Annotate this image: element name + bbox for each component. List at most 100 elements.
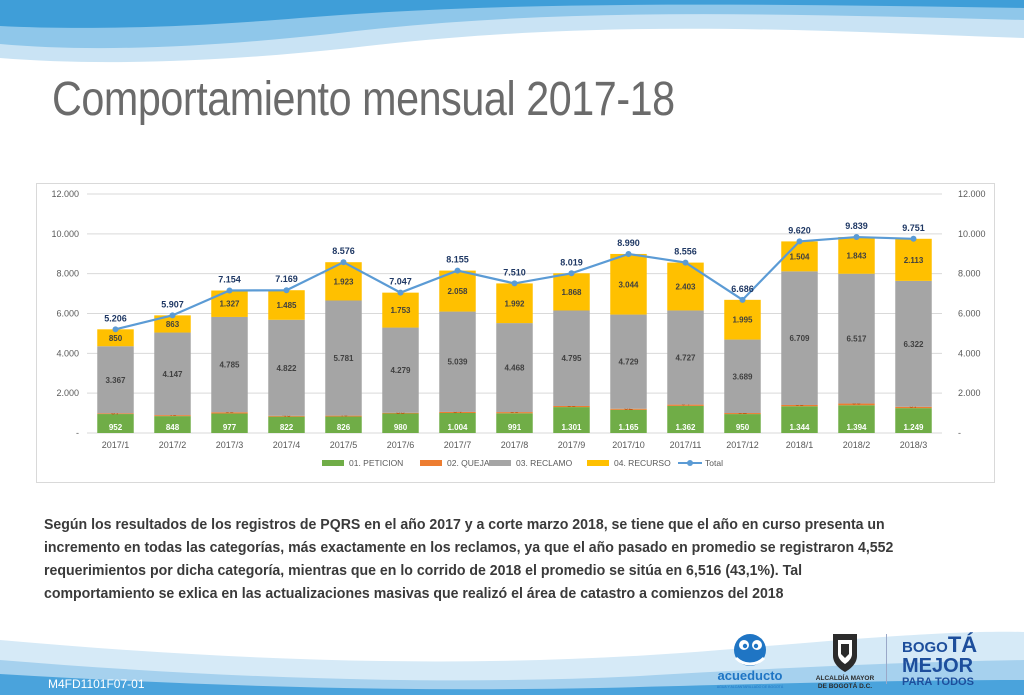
bar-segment-reclamo	[610, 314, 647, 409]
data-label-reclamo: 6.709	[789, 334, 810, 343]
data-label-recurso: 1.992	[504, 299, 525, 308]
bar-segment-recurso	[724, 299, 761, 340]
data-label-recurso: 1.485	[276, 301, 297, 310]
bar-segment-peticion	[724, 414, 761, 433]
bogota-wordmark: BOGO	[902, 639, 948, 656]
total-label: 8.155	[446, 255, 469, 265]
data-label-recurso: 1.995	[732, 316, 753, 325]
x-tick-label: 2017/5	[330, 440, 358, 450]
x-tick-label: 2017/4	[273, 440, 301, 450]
bar-segment-queja	[97, 413, 134, 415]
bar-segment-recurso	[439, 270, 476, 312]
total-label: 8.019	[560, 257, 583, 267]
data-label-reclamo: 4.795	[561, 354, 582, 363]
y-tick-label-right: 4.000	[958, 348, 981, 358]
total-point	[796, 238, 803, 245]
legend-swatch	[587, 460, 609, 466]
data-label-reclamo: 4.822	[276, 364, 297, 373]
total-point	[340, 259, 347, 266]
bogota-wordmark-accent: TÁ	[948, 632, 977, 657]
total-point	[454, 267, 461, 274]
total-label: 5.206	[104, 313, 127, 323]
data-label-recurso: 1.843	[846, 251, 867, 260]
bar-segment-peticion	[496, 413, 533, 433]
bar-segment-peticion	[211, 413, 248, 433]
bogota-mejor-logo: BOGOTÁ MEJOR PARA TODOS	[902, 632, 977, 688]
data-label-recurso: 2.058	[447, 287, 468, 296]
header-wave-decoration	[0, 0, 1024, 63]
bar-segment-queja	[496, 412, 533, 414]
data-label-recurso: 863	[166, 320, 180, 329]
total-label: 9.839	[845, 221, 868, 231]
total-point	[568, 270, 575, 277]
data-label-peticion: 822	[280, 423, 294, 432]
legend-swatch-marker	[687, 460, 693, 466]
y-tick-label-right: 10.000	[958, 229, 986, 239]
bar-segment-queja	[724, 413, 761, 415]
x-tick-label: 2017/2	[159, 440, 187, 450]
chart-container: - - 2.000 2.000 4.000 4.000 6.000 6.000 8.000 8.0…	[36, 183, 995, 483]
bar-segment-reclamo	[97, 346, 134, 414]
y-tick-label-left: 12.000	[51, 189, 79, 199]
bar-segment-peticion	[439, 413, 476, 433]
legend-swatch	[420, 460, 442, 466]
bar-segment-reclamo	[895, 280, 932, 407]
bar-segment-queja	[895, 406, 932, 409]
data-label-recurso: 1.753	[390, 306, 411, 315]
footer-wave-decoration	[0, 631, 1024, 695]
y-tick-label-left: 2.000	[56, 388, 79, 398]
data-label-peticion: 1.344	[789, 423, 810, 432]
bar-segment-peticion	[610, 409, 647, 433]
bar-segment-peticion	[382, 413, 419, 433]
bar-segment-reclamo	[496, 323, 533, 413]
data-label-reclamo: 4.279	[390, 366, 411, 375]
data-label-reclamo: 5.039	[447, 358, 468, 367]
y-tick-label-right: -	[958, 428, 961, 438]
bogota-mejor: MEJOR	[902, 655, 974, 677]
data-label-peticion: 826	[337, 423, 351, 432]
data-label-peticion: 1.004	[447, 423, 468, 432]
data-label-reclamo: 4.468	[504, 364, 525, 373]
total-point	[226, 287, 233, 294]
footer-document-code: M4FD1101F07-01	[48, 677, 145, 691]
data-label-reclamo: 3.367	[105, 376, 126, 385]
bar-segment-reclamo	[724, 339, 761, 414]
bar-segment-peticion	[325, 416, 362, 433]
bar-segment-recurso	[895, 238, 932, 281]
x-tick-label: 2017/9	[558, 440, 586, 450]
bar-segment-recurso	[553, 273, 590, 311]
data-label-reclamo: 4.147	[162, 370, 183, 379]
bar-segment-peticion	[895, 408, 932, 433]
x-tick-label: 2018/1	[786, 440, 814, 450]
data-label-recurso: 1.504	[789, 252, 810, 261]
stacked-bar-chart: - - 2.000 2.000 4.000 4.000 6.000 6.000 8.000 8.0…	[51, 189, 986, 468]
total-point	[511, 280, 518, 287]
total-point	[283, 287, 290, 294]
data-label-recurso: 1.868	[561, 288, 582, 297]
acueducto-wordmark: acueducto	[717, 668, 782, 683]
bar-segment-peticion	[838, 405, 875, 433]
data-label-peticion: 848	[166, 423, 180, 432]
x-tick-label: 2017/3	[216, 440, 244, 450]
legend-swatch	[322, 460, 344, 466]
legend-label: 04. RECURSO	[614, 458, 671, 468]
bar-segment-queja	[838, 403, 875, 406]
x-tick-label: 2018/3	[900, 440, 928, 450]
x-tick-label: 2017/6	[387, 440, 415, 450]
data-label-peticion: 991	[508, 423, 522, 432]
total-point	[625, 250, 632, 257]
total-label: 5.907	[161, 299, 184, 309]
bar-segment-reclamo	[667, 310, 704, 405]
bar-segment-peticion	[268, 416, 305, 433]
bar-segment-peticion	[553, 407, 590, 433]
bar-segment-recurso	[838, 237, 875, 274]
bar-segment-queja	[154, 415, 191, 417]
data-label-peticion: 950	[736, 423, 750, 432]
data-label-reclamo: 5.781	[333, 354, 354, 363]
data-label-peticion: 1.394	[846, 423, 867, 432]
total-label: 9.620	[788, 225, 811, 235]
x-tick-label: 2017/8	[501, 440, 529, 450]
alcaldia-line1: ALCALDÍA MAYOR	[816, 673, 875, 682]
bar-segment-reclamo	[781, 271, 818, 405]
legend-label: 01. PETICION	[349, 458, 403, 468]
